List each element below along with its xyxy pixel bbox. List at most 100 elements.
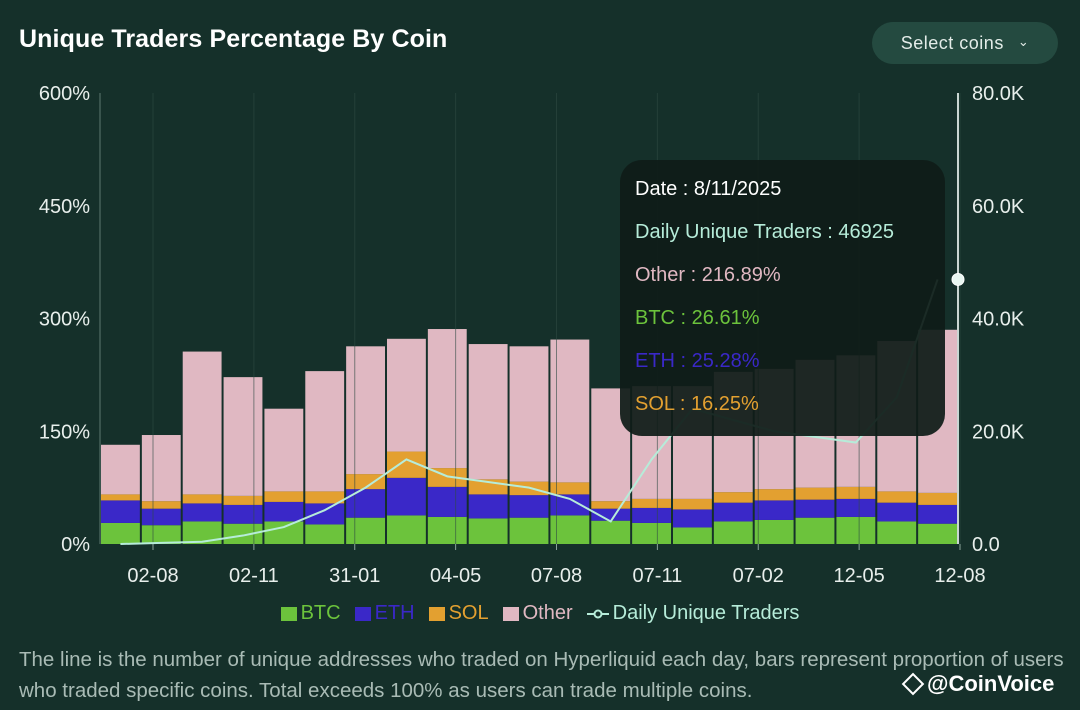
bar-btc-16: [754, 519, 794, 544]
bar-btc-0: [101, 522, 140, 544]
bar-eth-18: [836, 498, 876, 517]
bar-eth-16: [754, 500, 794, 520]
bar-sol-15: [713, 492, 753, 503]
y-right-tick-label: 80.0K: [972, 83, 1025, 105]
x-tick-label: 07-11: [633, 565, 683, 587]
x-tick-label: 02-11: [229, 565, 279, 587]
bar-eth-0: [101, 500, 140, 523]
chart-legend: BTC ETH SOL Other Daily Unique Traders: [0, 602, 1080, 625]
y-left-tick-label: 450%: [39, 196, 90, 218]
legend-label-daily: Daily Unique Traders: [612, 602, 800, 624]
bar-sol-13: [632, 498, 671, 508]
bar-other-0: [101, 444, 140, 495]
bar-btc-1: [141, 525, 181, 544]
bar-btc-15: [713, 521, 753, 544]
y-left-tick-label: 300%: [39, 309, 90, 331]
bar-eth-12: [591, 508, 631, 521]
bar-eth-13: [632, 507, 671, 523]
bar-btc-5: [305, 524, 345, 544]
tooltip-daily: Daily Unique Traders : 46925: [635, 221, 895, 243]
chart-tooltip: Date : 8/11/2025 Daily Unique Traders : …: [620, 160, 945, 436]
bar-eth-9: [468, 494, 508, 519]
bar-other-10: [509, 346, 549, 482]
x-tick-label: 12-05: [834, 565, 885, 587]
coinvoice-logo-icon: [901, 672, 925, 696]
bar-sol-4: [264, 491, 304, 502]
bar-eth-4: [264, 501, 304, 522]
bar-other-2: [182, 351, 222, 495]
bar-btc-3: [223, 523, 263, 544]
bar-other-6: [346, 346, 385, 475]
bar-btc-13: [632, 522, 671, 544]
bar-btc-17: [795, 517, 835, 544]
bar-eth-11: [550, 494, 590, 516]
bar-btc-12: [591, 520, 631, 544]
bar-btc-9: [468, 518, 508, 544]
bar-sol-6: [346, 474, 385, 490]
bar-eth-19: [877, 502, 917, 522]
bar-btc-7: [387, 515, 426, 544]
chart-svg: 0% 150% 300% 450% 600% 0.0 20.0K 40.0K 60.0K 80.0…: [39, 83, 1025, 587]
select-coins-label: Select coins: [900, 32, 1004, 53]
bar-other-4: [264, 408, 304, 492]
bar-eth-6: [346, 489, 385, 518]
bar-btc-14: [673, 527, 712, 544]
bar-eth-10: [509, 495, 549, 518]
y-left-tick-label: 600%: [39, 83, 90, 105]
legend-item-daily[interactable]: Daily Unique Traders: [586, 602, 800, 625]
y-right-tick-label: 60.0K: [972, 196, 1025, 218]
y-left-tick-label: 0%: [61, 534, 90, 556]
hover-marker: [951, 272, 965, 286]
bar-eth-17: [795, 499, 835, 518]
bar-sol-0: [101, 494, 140, 501]
bar-btc-18: [836, 516, 876, 544]
bar-btc-2: [182, 521, 222, 544]
bar-eth-2: [182, 503, 222, 522]
x-tick-label: 04-05: [430, 565, 481, 587]
bar-btc-20: [918, 523, 957, 544]
y-right-tick-label: 20.0K: [972, 421, 1025, 443]
x-tick-label: 07-08: [531, 565, 582, 587]
legend-item-other[interactable]: Other: [502, 602, 573, 625]
legend-label-other: Other: [522, 602, 573, 624]
legend-item-eth[interactable]: ETH: [354, 602, 415, 625]
bar-btc-10: [509, 517, 549, 544]
legend-label-btc: BTC: [300, 602, 341, 624]
bar-other-1: [141, 435, 181, 502]
chart-title: Unique Traders Percentage By Coin: [19, 25, 448, 53]
bar-other-7: [387, 338, 426, 452]
legend-swatch-sol: [428, 606, 445, 621]
legend-swatch-eth: [354, 606, 371, 621]
legend-item-btc[interactable]: BTC: [280, 602, 341, 625]
legend-swatch-btc: [280, 606, 297, 621]
y-left-tick-label: 150%: [39, 421, 90, 443]
x-tick-label: 07-02: [733, 565, 784, 587]
bar-sol-2: [182, 494, 222, 504]
bar-sol-14: [673, 498, 712, 510]
bar-sol-16: [754, 489, 794, 501]
bar-eth-14: [673, 509, 712, 528]
tooltip-date: Date : 8/11/2025: [635, 178, 782, 200]
x-tick-label: 02-08: [127, 565, 178, 587]
tooltip-other: Other : 216.89%: [635, 264, 781, 286]
bar-sol-19: [877, 491, 917, 503]
x-tick-label: 31-01: [329, 565, 380, 587]
bar-sol-3: [223, 495, 263, 505]
bar-sol-11: [550, 482, 590, 495]
bar-sol-17: [795, 487, 835, 500]
bar-eth-5: [305, 503, 345, 525]
bar-eth-7: [387, 477, 426, 516]
bar-other-9: [468, 344, 508, 480]
legend-label-sol: SOL: [448, 602, 489, 624]
chart-caption: The line is the number of unique address…: [19, 648, 1064, 702]
bar-other-3: [223, 377, 263, 496]
select-coins-button[interactable]: Select coins ⌄: [872, 22, 1058, 64]
chevron-down-icon: ⌄: [1017, 34, 1030, 49]
bar-other-5: [305, 371, 345, 492]
x-tick-label: 12-08: [934, 565, 985, 587]
bar-sol-12: [591, 501, 631, 509]
legend-line-icon: [586, 609, 609, 618]
legend-label-eth: ETH: [374, 602, 415, 624]
legend-item-sol[interactable]: SOL: [428, 602, 489, 625]
bar-sol-5: [305, 491, 345, 504]
